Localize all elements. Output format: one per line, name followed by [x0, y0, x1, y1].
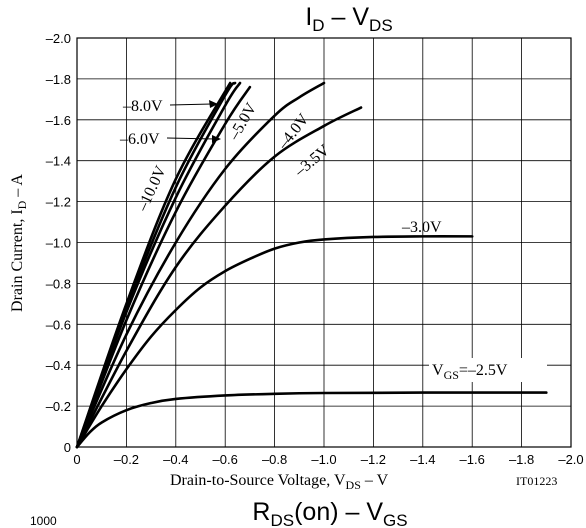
plot-frame: [76, 37, 572, 448]
label-vgs-6v: –6.0V: [119, 131, 160, 148]
x-tick-label: –2.0: [558, 452, 583, 467]
next-chart-title: RDS(on) – VGS: [252, 498, 407, 528]
leader-8v: [169, 103, 213, 106]
x-tick-label: –1.8: [509, 452, 534, 467]
x-tick-label: –0.8: [262, 452, 287, 467]
x-tick-label: 0: [73, 452, 80, 467]
y-tick-label: –1.4: [46, 154, 71, 169]
x-tick-label: –1.6: [460, 452, 485, 467]
series-line-7: [75, 81, 232, 449]
label-vgs-2-5v-bg: [429, 358, 547, 382]
x-tick-label: –0.6: [213, 452, 238, 467]
y-tick-label: –1.2: [46, 195, 71, 210]
series-line-2: [75, 106, 363, 449]
y-axis-label: Drain Current, ID – A: [9, 174, 29, 312]
figure-code: IT01223: [516, 474, 557, 488]
leader-6v-arrowhead: [212, 135, 221, 143]
x-tick-label: –1.4: [410, 452, 435, 467]
chart-title: ID – VDS: [305, 3, 392, 35]
label-vgs-5v: –5.0V: [225, 100, 260, 144]
label-vgs-8v: –8.0V: [122, 98, 163, 115]
label-vgs-3v: –3.0V: [401, 219, 442, 236]
next-chart-partial-tick: 1000: [30, 514, 57, 528]
y-tick-labels: 0 –0.2 –0.4 –0.6 –0.8 –1.0 –1.2 –1.4 –1.6 –1.8 –2.…: [46, 31, 71, 455]
curves: [75, 81, 548, 449]
y-tick-label: –1.0: [46, 236, 71, 251]
series-line-1: [75, 235, 474, 449]
y-tick-label: –0.4: [46, 358, 71, 373]
y-tick-label: –0.2: [46, 399, 71, 414]
y-tick-label: 0: [64, 440, 71, 455]
x-tick-labels: 0 –0.2 –0.4 –0.6 –0.8 –1.0 –1.2 –1.4 –1.6 –1.8 –2.…: [73, 452, 583, 467]
x-axis-label: Drain-to-Source Voltage, VDS – V: [170, 472, 389, 492]
grid: [77, 38, 571, 447]
y-tick-label: –0.8: [46, 276, 71, 291]
y-tick-label: –1.8: [46, 72, 71, 87]
x-tick-label: –1.2: [361, 452, 386, 467]
y-tick-label: –2.0: [46, 31, 71, 46]
label-vgs-4v: –4.0V: [274, 110, 313, 153]
x-tick-label: –1.0: [311, 452, 336, 467]
y-tick-label: –0.6: [46, 317, 71, 332]
series-line-3: [75, 81, 326, 449]
series-line-4: [75, 85, 252, 449]
x-tick-label: –0.4: [163, 452, 188, 467]
x-tick-label: –0.2: [114, 452, 139, 467]
label-vgs-2-5v: VGS=–2.5V: [432, 362, 508, 382]
series-line-0: [75, 391, 548, 449]
y-tick-label: –1.6: [46, 113, 71, 128]
leader-8v-arrowhead: [209, 100, 218, 108]
leader-6v: [166, 137, 216, 140]
